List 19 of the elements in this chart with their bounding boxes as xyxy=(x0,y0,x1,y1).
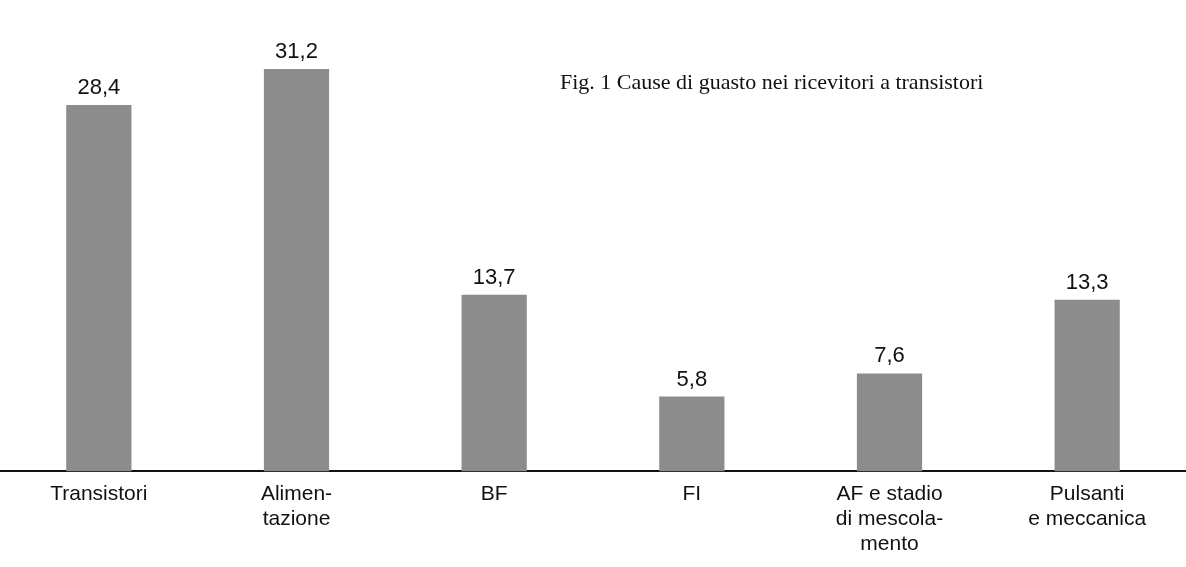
x-tick-label: Alimen- tazione xyxy=(260,480,333,529)
x-tick-label: AF e stadio di mescola- mento xyxy=(835,480,944,555)
bar xyxy=(659,396,725,472)
chart-title: Fig. 1 Cause di guasto nei ricevitori a transistori xyxy=(560,68,985,96)
x-tick-label: FI xyxy=(682,480,702,504)
x-tick-label: BF xyxy=(480,480,508,504)
bar xyxy=(856,373,923,472)
bar xyxy=(461,294,527,472)
data-label: 13,3 xyxy=(1065,268,1109,294)
x-tick-label: Transistori xyxy=(50,480,148,504)
bar xyxy=(263,69,330,472)
bar xyxy=(1054,299,1120,472)
x-tick-label: Pulsanti e meccanica xyxy=(1028,480,1147,529)
data-label: 31,2 xyxy=(275,38,318,64)
bar xyxy=(66,105,132,472)
data-label: 13,7 xyxy=(472,263,516,289)
data-label: 7,6 xyxy=(874,342,905,368)
data-label: 28,4 xyxy=(77,74,121,100)
data-label: 5,8 xyxy=(676,365,708,391)
